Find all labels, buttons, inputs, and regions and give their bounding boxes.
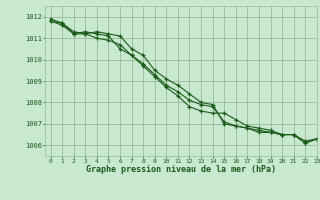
X-axis label: Graphe pression niveau de la mer (hPa): Graphe pression niveau de la mer (hPa) (86, 165, 276, 174)
